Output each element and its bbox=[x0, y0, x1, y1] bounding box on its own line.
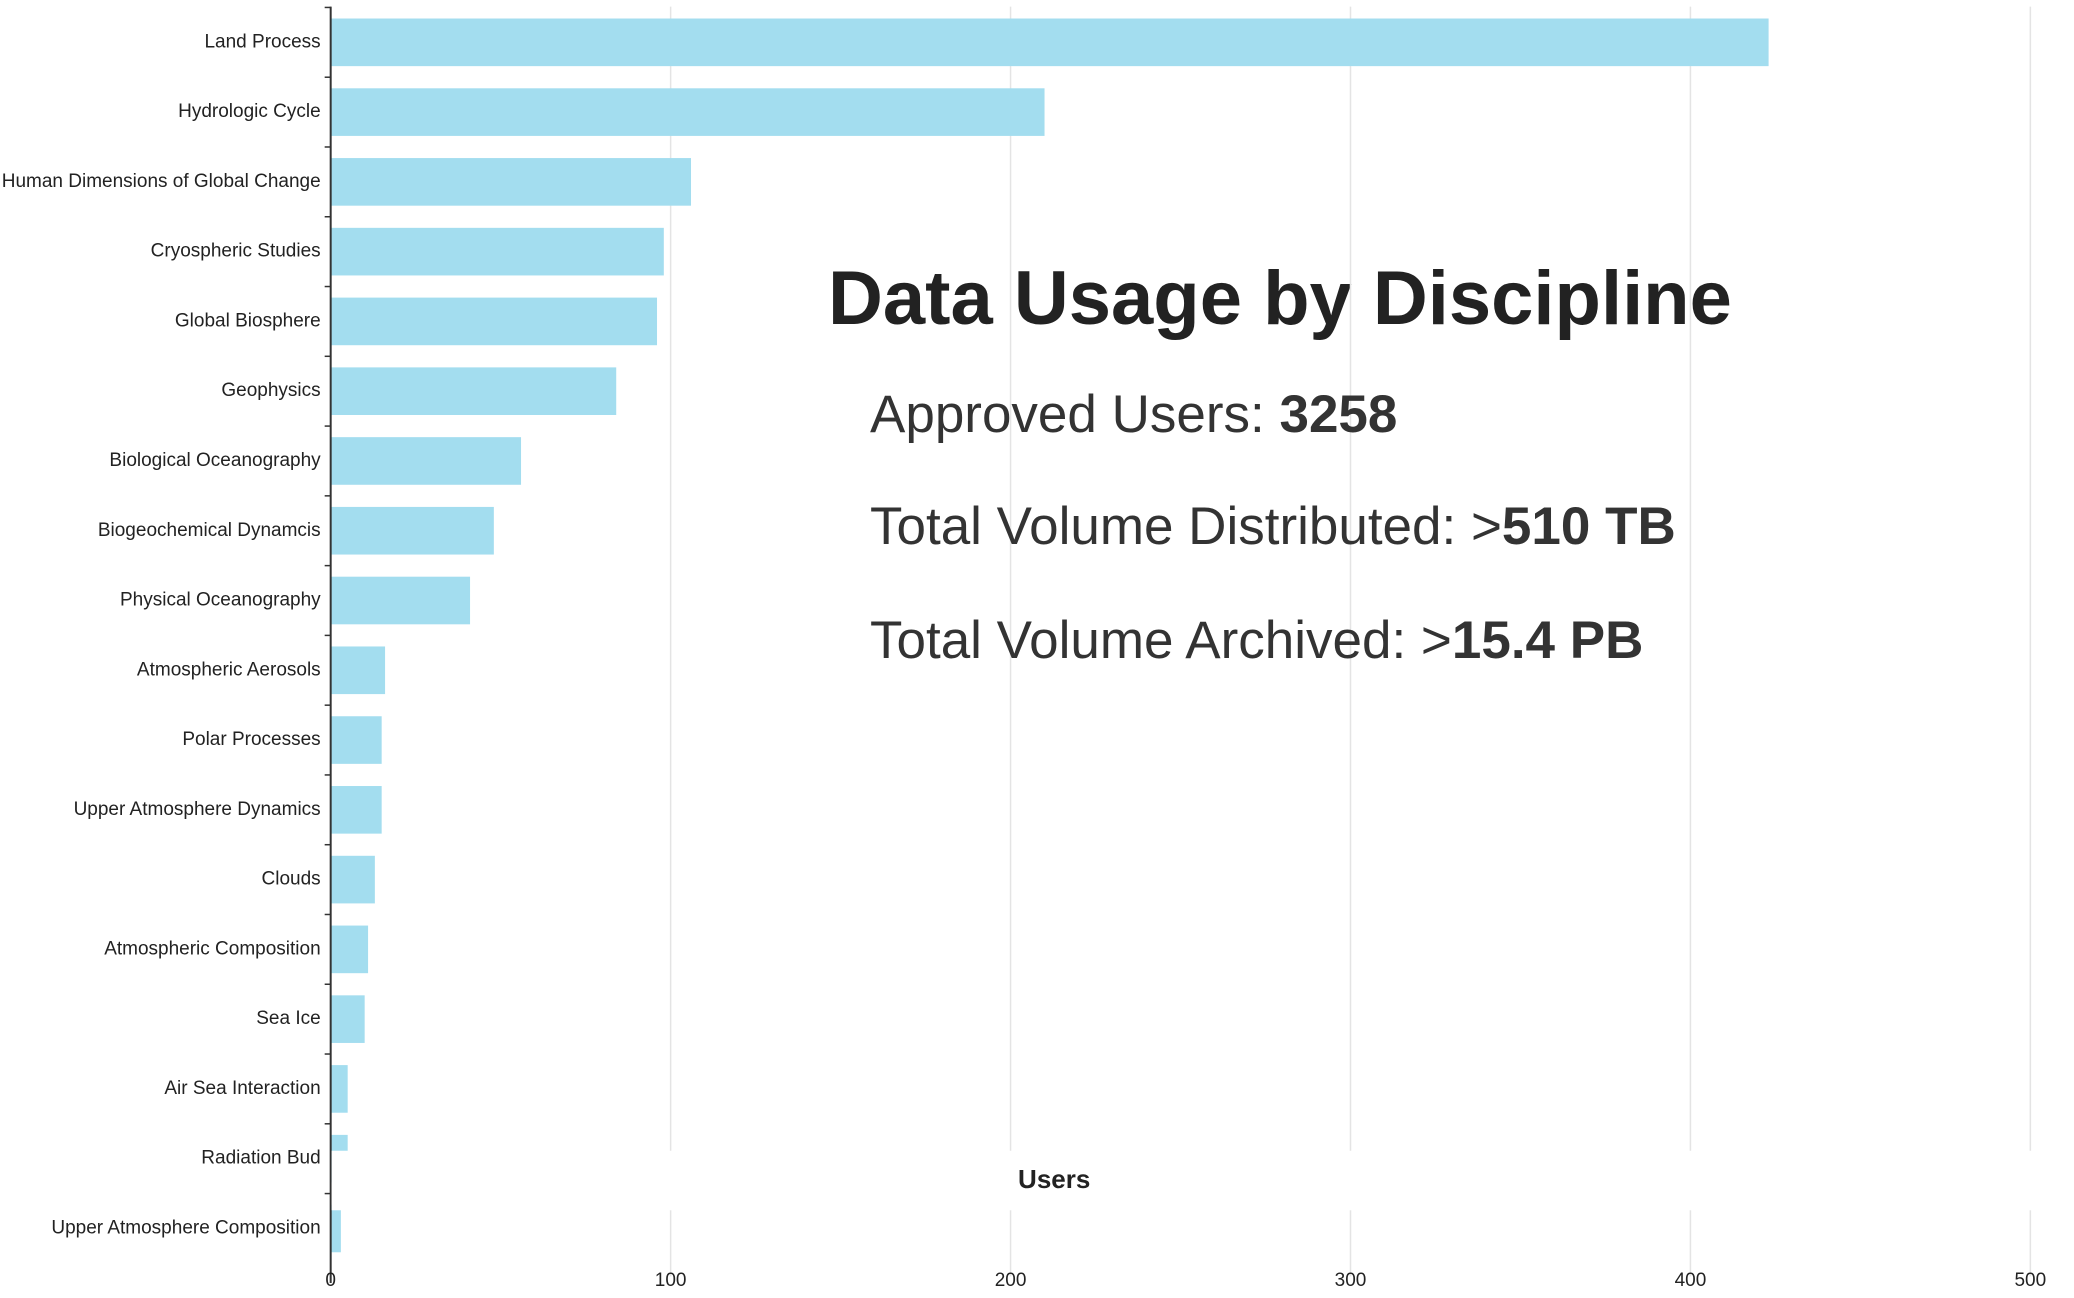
bar bbox=[330, 18, 1769, 67]
y-tick-label: Land Process bbox=[204, 31, 320, 52]
bar bbox=[330, 297, 658, 346]
y-tick-label: Polar Processes bbox=[182, 729, 320, 750]
annotation: Total Volume Distributed: >510 TB bbox=[870, 497, 1676, 556]
y-tick-label: Physical Oceanography bbox=[120, 590, 321, 611]
bar bbox=[330, 925, 369, 974]
y-tick-label: Biogeochemical Dynamcis bbox=[98, 520, 321, 541]
x-tick-label: 100 bbox=[655, 1270, 687, 1291]
bar bbox=[330, 437, 522, 485]
x-tick-label: 400 bbox=[1675, 1270, 1707, 1291]
y-tick-label: Cryospheric Studies bbox=[151, 241, 321, 262]
bar bbox=[330, 576, 471, 625]
y-tick-label: Atmospheric Aerosols bbox=[137, 659, 321, 680]
bar bbox=[330, 367, 617, 415]
chart-title: Data Usage by Discipline bbox=[828, 256, 1732, 341]
y-tick-label: Sea Ice bbox=[256, 1008, 320, 1029]
bar bbox=[330, 995, 365, 1043]
bar bbox=[330, 88, 1045, 136]
y-tick-label: Radiation Bud bbox=[201, 1148, 320, 1169]
y-tick-label: Atmospheric Composition bbox=[104, 938, 320, 959]
x-tick-label: 300 bbox=[1335, 1270, 1367, 1291]
annotation-value: 3258 bbox=[1279, 385, 1397, 444]
y-tick-label: Upper Atmosphere Dynamics bbox=[74, 799, 321, 820]
bar bbox=[330, 855, 375, 904]
bar bbox=[330, 716, 382, 764]
x-tick-label: 0 bbox=[325, 1270, 336, 1291]
y-tick-label: Clouds bbox=[262, 869, 321, 890]
y-tick-label: Geophysics bbox=[221, 380, 320, 401]
bar bbox=[330, 1204, 341, 1253]
annotation: Approved Users: 3258 bbox=[870, 385, 1397, 444]
bar bbox=[330, 506, 494, 555]
y-tick-label: Global Biosphere bbox=[175, 310, 321, 331]
x-axis-label: Users bbox=[1018, 1164, 1090, 1194]
bar bbox=[330, 1065, 348, 1113]
y-tick-label: Hydrologic Cycle bbox=[178, 101, 321, 122]
bar bbox=[330, 227, 664, 276]
annotation-value: 510 TB bbox=[1502, 497, 1676, 556]
bar bbox=[330, 786, 382, 834]
annotation-label: Total Volume Distributed: > bbox=[870, 497, 1502, 556]
bar bbox=[330, 158, 692, 206]
y-tick-label: Air Sea Interaction bbox=[164, 1078, 320, 1099]
annotation-label: Approved Users: bbox=[870, 385, 1279, 444]
y-tick-label: Human Dimensions of Global Change bbox=[2, 171, 321, 192]
x-tick-label: 500 bbox=[2014, 1270, 2046, 1291]
bar bbox=[330, 646, 386, 695]
annotation-value: 15.4 PB bbox=[1452, 611, 1644, 670]
annotation-label: Total Volume Archived: > bbox=[870, 611, 1452, 670]
y-tick-label: Biological Oceanography bbox=[109, 450, 321, 471]
annotation: Total Volume Archived: >15.4 PB bbox=[870, 611, 1643, 670]
x-tick-label: 200 bbox=[995, 1270, 1027, 1291]
axis-gap bbox=[331, 1150, 2052, 1211]
y-tick-label: Upper Atmosphere Composition bbox=[51, 1217, 320, 1238]
